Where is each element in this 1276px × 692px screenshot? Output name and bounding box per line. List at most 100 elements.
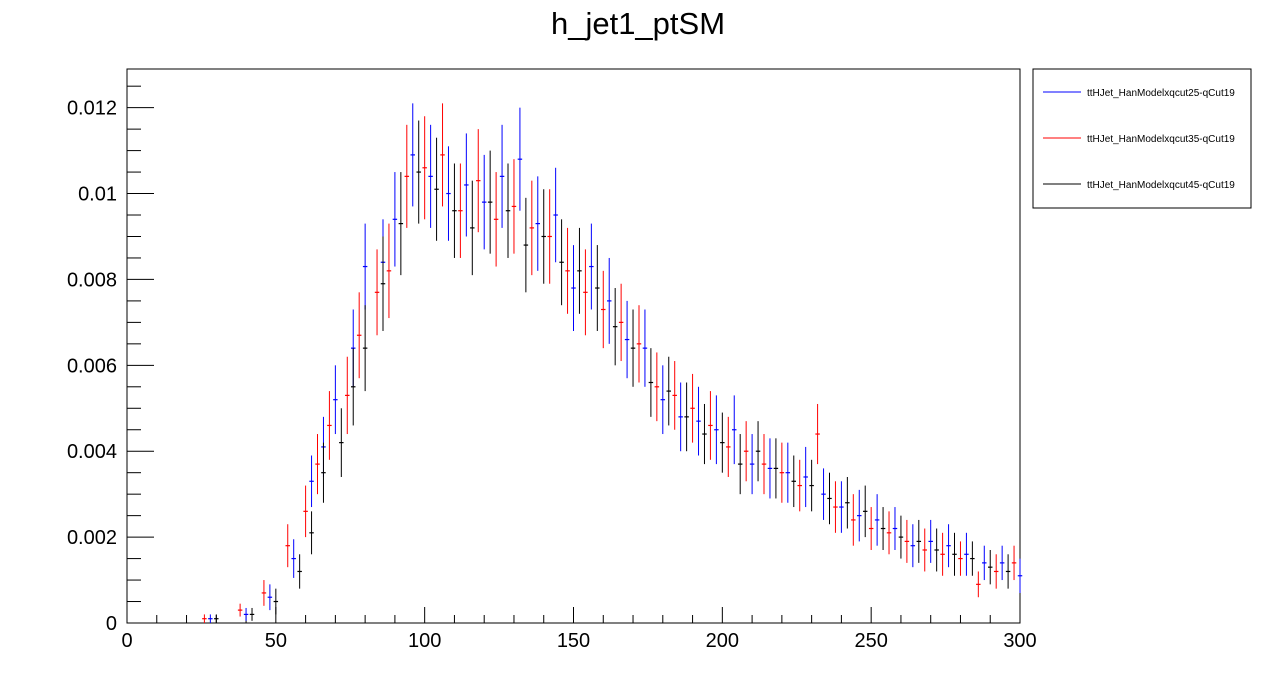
data-point (910, 524, 916, 568)
data-point (452, 163, 457, 258)
data-point (434, 137, 439, 241)
data-point (374, 249, 380, 336)
data-point (892, 507, 898, 550)
data-point (315, 434, 320, 495)
data-point (243, 607, 249, 621)
data-point (749, 434, 755, 495)
y-tick-label: 0.01 (78, 184, 117, 206)
data-point (291, 539, 296, 578)
data-point (940, 532, 945, 576)
data-point (458, 163, 463, 258)
data-point (398, 172, 404, 276)
data-point (988, 549, 993, 585)
data-point (732, 395, 737, 465)
y-axis: 0 0.002 0.004 0.006 0.008 0.01 0.012 (67, 85, 154, 635)
data-point (916, 519, 922, 563)
data-point (285, 524, 290, 568)
data-point (392, 172, 398, 267)
data-point (1011, 545, 1017, 581)
data-point (666, 356, 671, 426)
x-tick-label: 200 (706, 630, 739, 652)
data-point (976, 571, 981, 598)
x-tick-label: 150 (557, 630, 590, 652)
data-point (511, 159, 517, 254)
data-point (684, 382, 689, 452)
series-3 (214, 120, 1011, 623)
data-point (410, 103, 415, 207)
y-tick-label: 0.004 (67, 441, 117, 463)
y-tick-label: 0.008 (67, 269, 117, 291)
x-tick-label: 250 (854, 630, 887, 652)
data-point (928, 519, 933, 563)
data-point (595, 245, 600, 331)
data-point (493, 172, 499, 267)
x-tick-label: 100 (408, 630, 441, 652)
data-point (464, 133, 469, 237)
data-point (309, 511, 314, 555)
data-point (404, 124, 410, 228)
data-point (577, 227, 582, 314)
data-point (529, 180, 535, 276)
chart-title: h_jet1_ptSM (551, 6, 725, 41)
data-point (446, 146, 451, 241)
data-point (541, 189, 546, 284)
data-point (297, 554, 302, 589)
data-point (535, 176, 541, 271)
data-point (356, 292, 362, 379)
x-tick-label: 50 (265, 630, 287, 652)
data-point (737, 434, 743, 495)
data-point (350, 348, 356, 426)
data-point (327, 391, 332, 460)
data-point (380, 236, 386, 331)
data-point (785, 442, 791, 503)
data-point (868, 507, 874, 550)
data-point (362, 223, 368, 310)
data-point (547, 189, 552, 284)
y-tick-label: 0 (106, 613, 117, 635)
data-point (839, 481, 844, 533)
x-axis: 0 50 100 150 200 250 300 (121, 607, 1037, 652)
data-point (970, 541, 975, 576)
data-point (1005, 554, 1011, 589)
data-point (422, 116, 427, 220)
data-point (791, 455, 797, 508)
data-point (904, 519, 910, 563)
data-point (726, 416, 731, 477)
data-point (624, 300, 630, 379)
y-tick-label: 0.012 (67, 98, 117, 120)
data-point (606, 257, 612, 344)
data-point (690, 373, 695, 443)
data-point (946, 524, 951, 568)
data-point (339, 408, 344, 477)
data-point (636, 305, 642, 383)
data-point (672, 361, 677, 430)
data-point (517, 107, 523, 211)
legend-label: ttHJet_HanModelxqcut25-qCut19 (1087, 88, 1235, 99)
data-point (898, 515, 904, 559)
data-point (386, 223, 392, 319)
data-point (833, 481, 838, 533)
data-point (523, 197, 529, 293)
data-point (708, 391, 713, 460)
data-point (993, 554, 999, 589)
data-point (809, 459, 814, 512)
data-point (934, 528, 939, 572)
data-point (589, 223, 594, 310)
data-point (208, 614, 213, 623)
data-point (362, 305, 368, 392)
data-point (654, 352, 660, 422)
data-point (505, 163, 511, 258)
data-point (714, 395, 719, 465)
data-point (214, 614, 219, 623)
data-point (249, 607, 255, 621)
plot-frame (126, 68, 1021, 624)
data-point (642, 309, 648, 387)
data-point (982, 545, 987, 581)
data-point (874, 494, 880, 546)
legend-label: ttHJet_HanModelxqcut45-qCut19 (1087, 180, 1235, 191)
data-point (767, 438, 773, 499)
data-point (815, 403, 820, 465)
series-2 (202, 103, 1017, 623)
data-point (773, 438, 779, 499)
data-point (648, 348, 654, 417)
